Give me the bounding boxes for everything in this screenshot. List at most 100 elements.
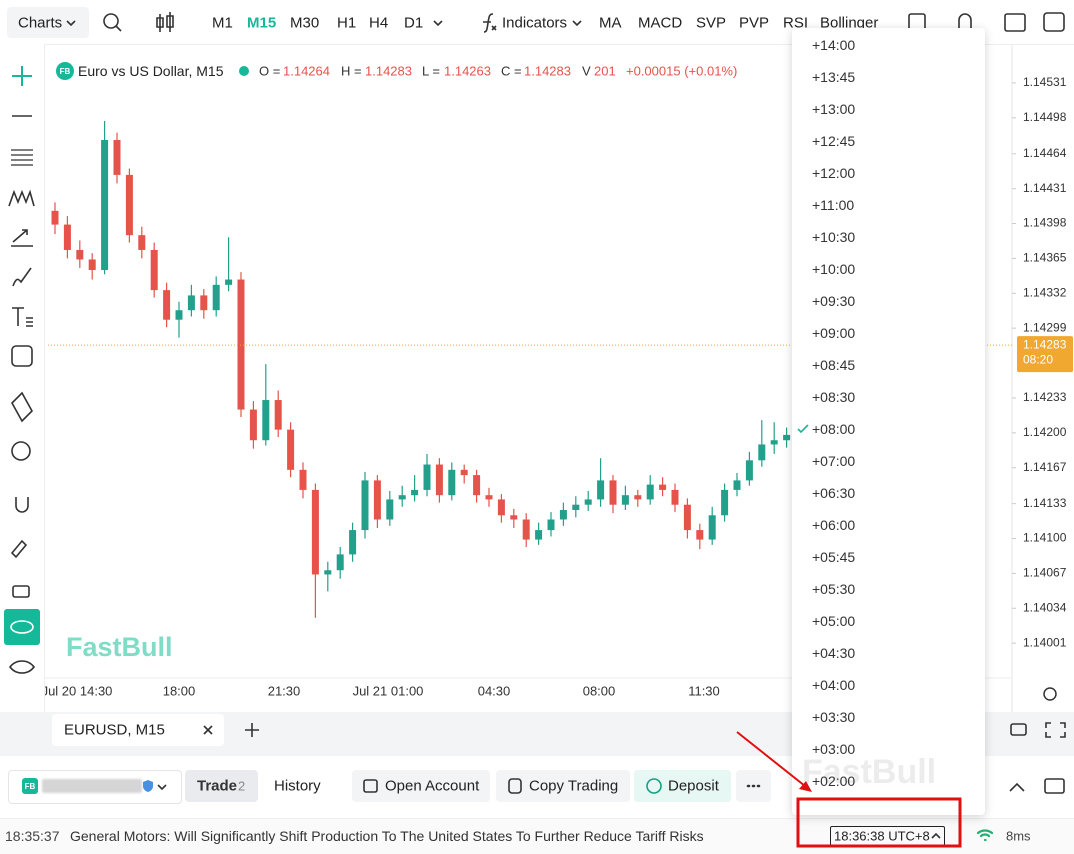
legend-h-label: H = [341,63,362,79]
candle-body [287,429,295,470]
object-tree-tool[interactable] [4,609,40,645]
window-icon[interactable] [1044,778,1065,794]
candle-body [708,515,716,540]
timezone-option[interactable]: +02:00 [812,773,856,789]
emoji-tool[interactable] [11,345,33,367]
candle-body [150,249,158,291]
timezone-option[interactable]: +12:00 [812,165,856,181]
timezone-option[interactable]: +06:30 [812,485,856,501]
exit-button[interactable] [1043,12,1065,32]
timezone-option[interactable]: +08:45 [812,357,856,373]
timezone-option[interactable]: +09:30 [812,293,856,309]
pattern-tool[interactable] [8,189,35,207]
open-account-label[interactable]: Open Account [385,777,480,795]
clock-label[interactable]: 18:36:38 UTC+8 [834,828,930,844]
legend-change: +0.00015 (+0.01%) [626,63,738,79]
candle-body [721,489,729,516]
study-button[interactable]: RSI [783,14,809,32]
timezone-option[interactable]: +13:45 [812,69,856,85]
timezone-option[interactable]: +10:30 [812,229,856,245]
collapse-icon[interactable] [1009,782,1025,792]
timezone-option[interactable]: +09:00 [812,325,856,341]
timeframe-button[interactable]: M1 [212,14,233,32]
copy-trading-label[interactable]: Copy Trading [529,777,619,795]
trade-label[interactable]: Trade [197,777,238,795]
settings-icon[interactable] [1043,687,1057,701]
timeframe-button[interactable]: D1 [404,14,424,32]
charts-label[interactable]: Charts [18,14,63,32]
search-button[interactable] [103,13,119,29]
study-button[interactable]: MA [599,14,622,32]
study-button[interactable]: PVP [739,14,770,32]
x-tick-label: Jul 20 14:30 [42,683,113,698]
candle-body [311,489,319,575]
timezone-option[interactable]: +14:00 [812,37,856,53]
timeframe-button[interactable]: H1 [337,14,357,32]
candle-body [361,480,369,531]
timezone-option[interactable]: +05:00 [812,613,856,629]
study-button[interactable]: Bollinger [820,14,879,32]
study-button[interactable]: SVP [696,14,727,32]
brush-tool[interactable] [12,267,32,287]
history-tab[interactable]: History [274,777,321,795]
magnet-tool[interactable] [15,497,29,513]
indicator-caret [572,20,582,27]
visibility-tool[interactable] [8,660,36,674]
timezone-option[interactable]: +04:30 [812,645,856,661]
more-button[interactable] [736,770,771,802]
lock-tool[interactable] [12,585,30,598]
chart-tab[interactable] [52,714,224,746]
timezone-option[interactable]: +06:00 [812,517,856,533]
candle-body [63,224,71,250]
timezone-option[interactable]: +10:00 [812,261,856,277]
chart-type-button[interactable] [156,12,174,32]
timezone-option[interactable]: +11:00 [812,197,855,213]
account-selector[interactable] [8,770,182,804]
candle-body [113,140,121,175]
zoom-tool[interactable] [11,441,31,461]
candle-body [770,440,778,445]
calendar-button[interactable] [1004,13,1026,32]
timezone-option[interactable]: +05:30 [812,581,856,597]
text-tool[interactable] [12,307,33,327]
timeframe-button[interactable]: M15 [247,14,277,32]
candle-body [609,480,617,505]
crosshair-tool[interactable] [12,66,32,86]
x-tick-label: 11:30 [688,683,720,698]
timezone-option[interactable]: +03:00 [812,741,856,757]
timeframe-button[interactable]: H4 [369,14,389,32]
trade-tab[interactable] [185,770,258,802]
candle-body [249,409,257,441]
y-tick-label: 1.14233 [1023,390,1067,404]
y-tick-label: 1.14299 [1023,320,1067,334]
indicators-button[interactable]: Indicators [502,14,568,32]
timezone-option[interactable]: +04:00 [812,677,856,693]
study-button[interactable]: MACD [638,14,683,32]
legend-c-label: C = [501,63,522,79]
charts-menu[interactable] [7,7,89,38]
candle-body [621,495,629,505]
candle-body [386,499,394,520]
timezone-option[interactable]: +03:30 [812,709,856,725]
y-tick-label: 1.14464 [1023,146,1067,160]
lock-draw-tool[interactable] [10,539,28,559]
fib-tool[interactable] [11,149,33,166]
y-tick-label: 1.14001 [1023,635,1067,649]
deposit-label[interactable]: Deposit [668,777,719,795]
y-tick-label: 1.14067 [1023,566,1067,580]
timeframe-button[interactable]: M30 [290,14,320,32]
y-tick-label: 1.14034 [1023,600,1067,614]
tab-label[interactable]: EURUSD, M15 [64,721,165,739]
y-tick-label: 1.14133 [1023,496,1067,510]
last-price-tag [1017,336,1073,373]
timezone-option[interactable]: +08:00 [812,421,856,437]
projection-tool[interactable] [11,229,33,247]
timezone-option[interactable]: +13:00 [812,101,856,117]
menu-watermark: FastBull [802,753,937,791]
timezone-option[interactable]: +08:30 [812,389,856,405]
timezone-option[interactable]: +12:45 [812,133,856,149]
timezone-option[interactable]: +07:00 [812,453,856,469]
news-ticker[interactable]: General Motors: Will Significantly Shift… [70,828,704,844]
timezone-option[interactable]: +05:45 [812,549,856,565]
ruler-tool[interactable] [11,391,33,423]
